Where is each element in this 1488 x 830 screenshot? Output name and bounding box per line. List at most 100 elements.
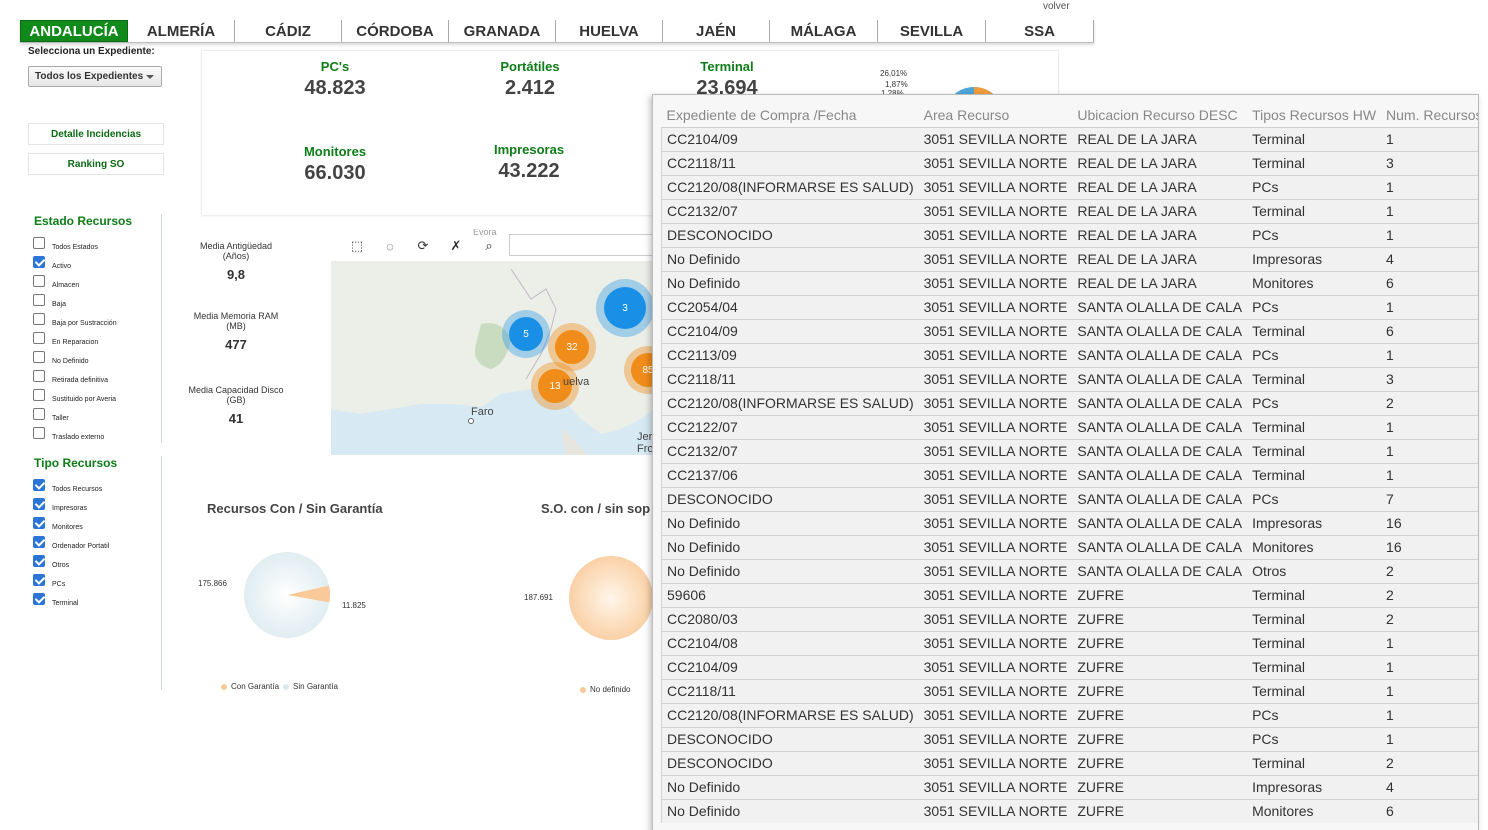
- table-row[interactable]: CC2104/09 3051 SEVILLA NORTE REAL DE LA JA…: [660, 126, 1478, 151]
- column-header[interactable]: Area Recurso: [923, 106, 1010, 123]
- checkbox[interactable]: [33, 237, 45, 249]
- tipo-option[interactable]: Ordenador Portatil: [33, 531, 161, 550]
- column-header[interactable]: Tipos Recursos HW: [1252, 106, 1377, 123]
- tab-andalucia[interactable]: ANDALUCÍA: [20, 20, 128, 42]
- checkbox[interactable]: [33, 332, 45, 344]
- estado-option[interactable]: Todos Estados: [33, 232, 161, 251]
- table-row[interactable]: CC2120/08(INFORMARSE ES SALUD) 3051 SEVIL…: [660, 702, 1478, 727]
- checkbox[interactable]: [33, 313, 45, 325]
- table-cell: 3051 SEVILLA NORTE: [918, 726, 1073, 751]
- table-row[interactable]: 59606 3051 SEVILLA NORTE ZUFRE Terminal 2: [660, 582, 1478, 607]
- map-search-input[interactable]: [509, 234, 659, 256]
- tipo-option[interactable]: Impresoras: [33, 493, 161, 512]
- table-row[interactable]: CC2137/06 3051 SEVILLA NORTE SANTA OLALLA …: [660, 462, 1478, 487]
- tipo-option[interactable]: PCs: [33, 569, 161, 588]
- tab-cadiz[interactable]: CÁDIZ: [235, 20, 342, 42]
- table-row[interactable]: CC2104/09 3051 SEVILLA NORTE SANTA OLALLA …: [660, 318, 1478, 343]
- estado-option[interactable]: No Definido: [33, 346, 161, 365]
- table-row[interactable]: DESCONOCIDO 3051 SEVILLA NORTE SANTA OLALL…: [660, 486, 1478, 511]
- tab-granada[interactable]: GRANADA: [449, 20, 556, 42]
- checkbox[interactable]: [33, 389, 45, 401]
- estado-option[interactable]: Taller: [33, 403, 161, 422]
- estado-option[interactable]: Baja: [33, 289, 161, 308]
- table-row[interactable]: No Definido 3051 SEVILLA NORTE REAL DE LA …: [660, 270, 1478, 295]
- tab-sevilla[interactable]: SEVILLA: [878, 20, 986, 42]
- clear-selection-icon[interactable]: ✗: [450, 238, 462, 253]
- tab-malaga[interactable]: MÁLAGA: [770, 20, 878, 42]
- table-row[interactable]: CC2132/07 3051 SEVILLA NORTE SANTA OLALLA …: [660, 438, 1478, 463]
- column-header[interactable]: Ubicacion Recurso DESC: [1077, 106, 1238, 123]
- table-row[interactable]: CC2132/07 3051 SEVILLA NORTE REAL DE LA JA…: [660, 198, 1478, 223]
- table-row[interactable]: CC2104/09 3051 SEVILLA NORTE ZUFRE Terminal…: [660, 654, 1478, 679]
- tipo-option[interactable]: Monitores: [33, 512, 161, 531]
- table-row[interactable]: DESCONOCIDO 3051 SEVILLA NORTE ZUFRE Termin…: [660, 750, 1478, 775]
- checkbox[interactable]: [33, 275, 45, 287]
- table-row[interactable]: CC2080/03 3051 SEVILLA NORTE ZUFRE Terminal…: [660, 606, 1478, 631]
- checkbox[interactable]: [33, 536, 45, 548]
- estado-option[interactable]: Activo: [33, 251, 161, 270]
- estado-option[interactable]: Retirada definitiva: [33, 365, 161, 384]
- checkbox[interactable]: [33, 370, 45, 382]
- table-row[interactable]: No Definido 3051 SEVILLA NORTE SANTA OLALL…: [660, 558, 1478, 583]
- tab-cordoba[interactable]: CÓRDOBA: [342, 20, 449, 42]
- map-cluster[interactable]: 3: [596, 279, 654, 337]
- estado-option[interactable]: En Reparacion: [33, 327, 161, 346]
- table-row[interactable]: No Definido 3051 SEVILLA NORTE SANTA OLALL…: [660, 534, 1478, 559]
- checkbox[interactable]: [33, 427, 45, 439]
- estado-option[interactable]: Sustituido por Averia: [33, 384, 161, 403]
- column-header[interactable]: Num. Recursos: [1386, 106, 1479, 123]
- table-row[interactable]: CC2122/07 3051 SEVILLA NORTE SANTA OLALLA …: [660, 414, 1478, 439]
- checkbox[interactable]: [33, 294, 45, 306]
- tipo-option[interactable]: Terminal: [33, 588, 161, 607]
- pie-slice[interactable]: [287, 579, 330, 603]
- checkbox[interactable]: [33, 517, 45, 529]
- checkbox[interactable]: [33, 593, 45, 605]
- checkbox[interactable]: [33, 351, 45, 363]
- table-row[interactable]: No Definido 3051 SEVILLA NORTE REAL DE LA …: [660, 246, 1478, 271]
- table-row[interactable]: No Definido 3051 SEVILLA NORTE ZUFRE Impres…: [660, 774, 1478, 799]
- tipo-option[interactable]: Otros: [33, 550, 161, 569]
- table-row[interactable]: CC2104/08 3051 SEVILLA NORTE ZUFRE Terminal…: [660, 630, 1478, 655]
- column-header[interactable]: Expediente de Compra /Fecha: [666, 106, 857, 123]
- select-rectangle-icon[interactable]: ⬚: [350, 238, 364, 253]
- estado-option[interactable]: Almacen: [33, 270, 161, 289]
- checkbox[interactable]: [33, 479, 45, 491]
- tab-huelva[interactable]: HUELVA: [556, 20, 663, 42]
- checkbox[interactable]: [33, 498, 45, 510]
- pie-slice[interactable]: [569, 556, 653, 640]
- table-row[interactable]: CC2118/11 3051 SEVILLA NORTE ZUFRE Terminal…: [660, 678, 1478, 703]
- checkbox[interactable]: [33, 574, 45, 586]
- table-row[interactable]: CC2120/08(INFORMARSE ES SALUD) 3051 SEVIL…: [660, 390, 1478, 415]
- pie-slice[interactable]: [244, 552, 330, 638]
- tab-jaen[interactable]: JAÉN: [663, 20, 770, 42]
- estado-option[interactable]: Baja por Sustracción: [33, 308, 161, 327]
- checkbox[interactable]: [33, 256, 45, 268]
- table-row[interactable]: No Definido 3051 SEVILLA NORTE ZUFRE Monito…: [660, 798, 1478, 823]
- map-view[interactable]: ⬚ ◌ ⟳ ✗ ⌕ Évora 3 5 32 13 85 uelva Faro …: [331, 229, 661, 455]
- table-row[interactable]: DESCONOCIDO 3051 SEVILLA NORTE REAL DE LA …: [660, 222, 1478, 247]
- search-area-icon[interactable]: ⌕: [485, 238, 493, 253]
- tipo-option[interactable]: Todos Recursos: [33, 474, 161, 493]
- table-row[interactable]: CC2054/04 3051 SEVILLA NORTE SANTA OLALLA …: [660, 294, 1478, 319]
- detalle-incidencias-button[interactable]: Detalle Incidencias: [28, 123, 164, 145]
- map-cluster[interactable]: 5: [502, 310, 550, 358]
- map-cluster[interactable]: 13: [531, 362, 579, 410]
- resources-detail-popup[interactable]: Expediente de Compra /Fecha Area Recurso U…: [652, 94, 1479, 830]
- checkbox[interactable]: [33, 408, 45, 420]
- table-row[interactable]: CC2118/11 3051 SEVILLA NORTE SANTA OLALLA …: [660, 366, 1478, 391]
- tab-ssa[interactable]: SSA: [986, 20, 1094, 42]
- table-row[interactable]: CC2120/08(INFORMARSE ES SALUD) 3051 SEVIL…: [660, 174, 1478, 199]
- select-circle-icon[interactable]: ◌: [386, 238, 394, 254]
- table-row[interactable]: No Definido 3051 SEVILLA NORTE SANTA OLALL…: [660, 510, 1478, 535]
- tab-almeria[interactable]: ALMERÍA: [128, 20, 235, 42]
- table-row[interactable]: DESCONOCIDO 3051 SEVILLA NORTE ZUFRE PCs 1: [660, 726, 1478, 751]
- expediente-select[interactable]: Todos los Expedientes: [28, 66, 162, 87]
- checkbox[interactable]: [33, 555, 45, 567]
- volver-link[interactable]: volver: [1043, 1, 1070, 12]
- map-cluster[interactable]: 32: [548, 323, 596, 371]
- estado-option[interactable]: Traslado externo: [33, 422, 161, 441]
- table-row[interactable]: CC2113/09 3051 SEVILLA NORTE SANTA OLALLA …: [660, 342, 1478, 367]
- table-row[interactable]: CC2118/11 3051 SEVILLA NORTE REAL DE LA JA…: [660, 150, 1478, 175]
- select-lasso-icon[interactable]: ⟳: [417, 238, 429, 253]
- ranking-so-button[interactable]: Ranking SO: [28, 153, 164, 175]
